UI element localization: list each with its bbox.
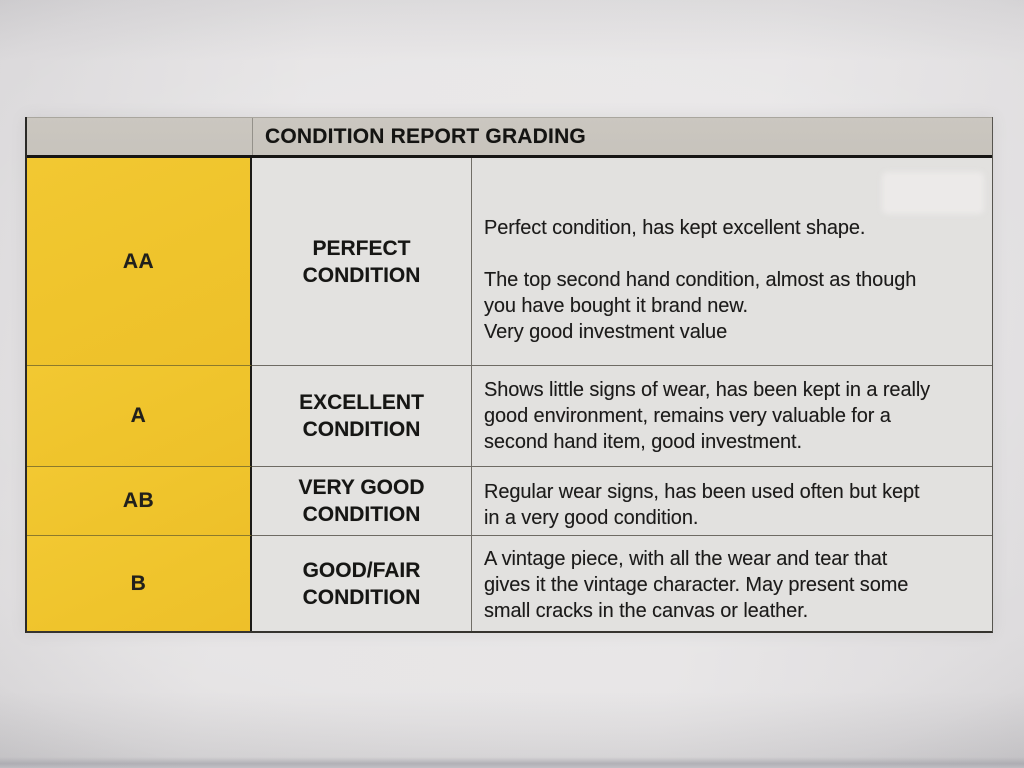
condition-cell-excellent: EXCELLENT CONDITION: [252, 366, 472, 467]
grade-cell-b: B: [27, 536, 252, 631]
header-column-divider: [252, 118, 253, 155]
description-cell-ab: Regular wear signs, has been used often …: [472, 467, 992, 536]
description-paragraph: Perfect condition, has kept excellent sh…: [484, 217, 866, 239]
paper-bottom-edge: [0, 757, 1024, 768]
table-title: CONDITION REPORT GRADING: [265, 124, 586, 148]
whiteout-patch: [882, 172, 984, 214]
table-header-row: CONDITION REPORT GRADING: [27, 117, 992, 158]
grade-cell-aa: AA: [27, 158, 252, 366]
description-paragraph: The top second hand condition, almost as…: [484, 269, 917, 317]
table-body: AA PERFECT CONDITION Perfect condition, …: [27, 158, 992, 631]
condition-report-table: CONDITION REPORT GRADING AA PERFECT COND…: [25, 117, 993, 633]
description-paragraph: Regular wear signs, has been used often …: [484, 481, 920, 529]
condition-cell-perfect: PERFECT CONDITION: [252, 158, 472, 366]
description-paragraph: Shows little signs of wear, has been kep…: [484, 379, 931, 453]
description-paragraph: Very good investment value: [484, 321, 728, 343]
grade-cell-a: A: [27, 366, 252, 467]
description-paragraph: A vintage piece, with all the wear and t…: [484, 548, 909, 622]
condition-cell-very-good: VERY GOOD CONDITION: [252, 467, 472, 536]
condition-cell-good-fair: GOOD/FAIR CONDITION: [252, 536, 472, 631]
description-cell-a: Shows little signs of wear, has been kep…: [472, 366, 992, 467]
description-cell-b: A vintage piece, with all the wear and t…: [472, 536, 992, 631]
grade-cell-ab: AB: [27, 467, 252, 536]
description-cell-aa: Perfect condition, has kept excellent sh…: [472, 158, 992, 366]
